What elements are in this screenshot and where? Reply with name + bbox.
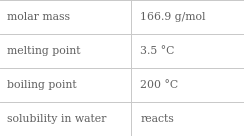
Text: boiling point: boiling point xyxy=(7,80,77,90)
Text: molar mass: molar mass xyxy=(7,12,70,22)
Text: 3.5 °C: 3.5 °C xyxy=(140,46,175,56)
Text: reacts: reacts xyxy=(140,114,174,124)
Text: solubility in water: solubility in water xyxy=(7,114,107,124)
Text: 166.9 g/mol: 166.9 g/mol xyxy=(140,12,206,22)
Text: 200 °C: 200 °C xyxy=(140,80,178,90)
Text: melting point: melting point xyxy=(7,46,81,56)
